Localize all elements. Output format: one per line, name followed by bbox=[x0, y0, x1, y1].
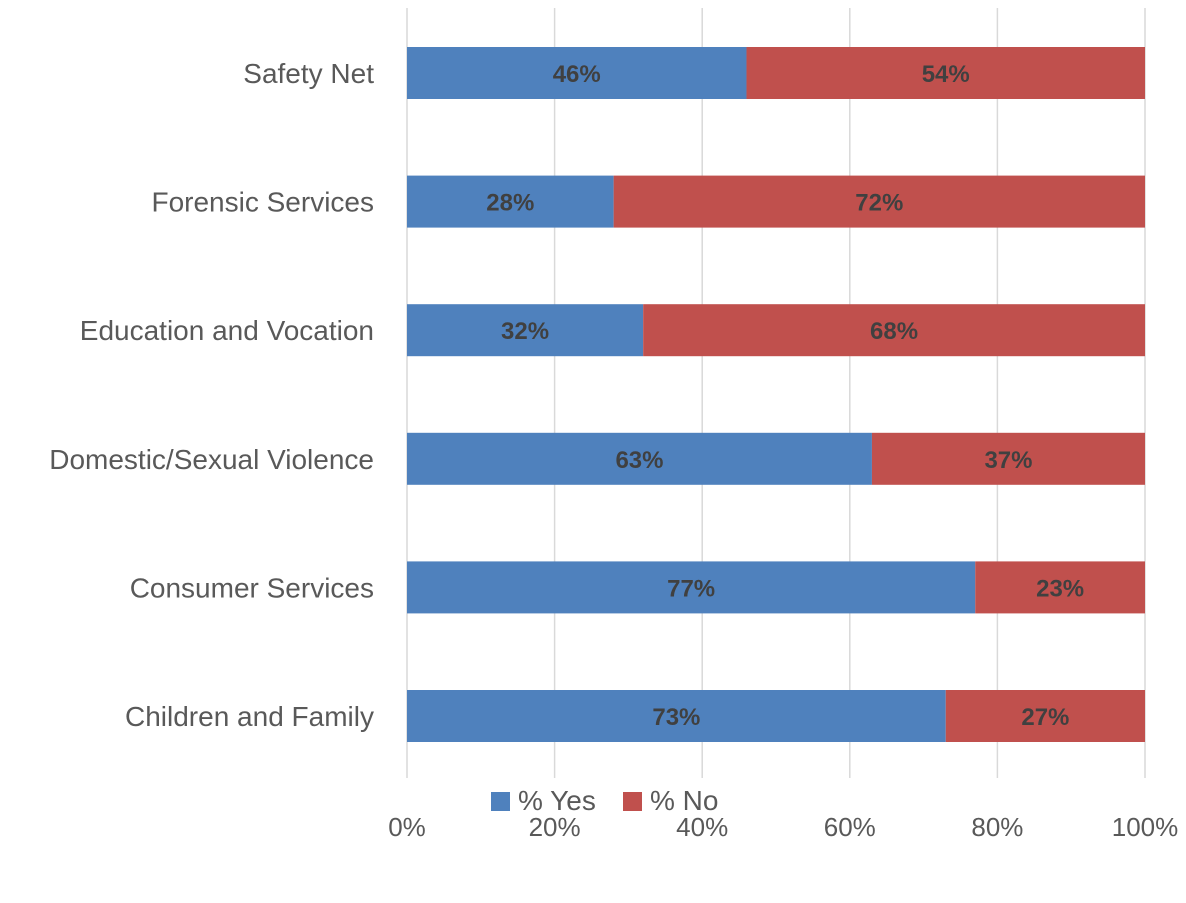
bar-segment bbox=[407, 304, 644, 357]
bar-segment bbox=[871, 432, 1145, 485]
data-label: 63% bbox=[615, 447, 663, 474]
data-label: 32% bbox=[501, 318, 549, 345]
data-label: 28% bbox=[486, 190, 534, 217]
x-tick-label: 40% bbox=[676, 812, 728, 842]
bar-segment bbox=[407, 47, 747, 99]
data-label: 77% bbox=[667, 575, 715, 602]
x-tick-label: 100% bbox=[1112, 812, 1179, 842]
bar-segment bbox=[407, 432, 872, 485]
bar-segment bbox=[407, 175, 614, 228]
bar-segment bbox=[746, 47, 1145, 99]
x-tick-label: 60% bbox=[824, 812, 876, 842]
data-label: 23% bbox=[1036, 575, 1084, 602]
data-label: 46% bbox=[553, 61, 601, 88]
data-labels: 46% 54% 28% 72% 32% 68% 63% 37% 77% 23% 73% 27% bbox=[486, 61, 1084, 731]
data-label: 73% bbox=[652, 704, 700, 731]
bar-segment bbox=[643, 304, 1145, 357]
x-tick-label: 80% bbox=[971, 812, 1023, 842]
bar-segment bbox=[975, 561, 1145, 614]
y-category-label: Safety Net bbox=[243, 58, 374, 89]
y-axis: Safety Net Forensic Services Education and… bbox=[49, 58, 374, 732]
y-category-label: Education and Vocation bbox=[80, 315, 374, 346]
legend-swatch bbox=[623, 792, 642, 811]
y-category-label: Forensic Services bbox=[151, 187, 374, 218]
data-label: 54% bbox=[922, 61, 970, 88]
x-tick-label: 0% bbox=[388, 812, 426, 842]
bars bbox=[407, 47, 1145, 742]
data-label: 68% bbox=[870, 318, 918, 345]
y-category-label: Children and Family bbox=[125, 701, 374, 732]
legend-label: % Yes bbox=[518, 785, 596, 816]
legend: % Yes % No bbox=[491, 785, 718, 816]
bar-segment bbox=[407, 561, 976, 614]
data-label: 27% bbox=[1021, 704, 1069, 731]
data-label: 37% bbox=[984, 447, 1032, 474]
gridlines bbox=[406, 8, 1146, 778]
data-label: 72% bbox=[855, 190, 903, 217]
bar-segment bbox=[613, 175, 1145, 228]
legend-swatch bbox=[491, 792, 510, 811]
bar-segment bbox=[407, 690, 946, 742]
y-category-label: Consumer Services bbox=[130, 572, 374, 603]
legend-label: % No bbox=[650, 785, 718, 816]
bar-segment bbox=[945, 690, 1145, 742]
x-axis: 0% 20% 40% 60% 80% 100% bbox=[388, 812, 1178, 842]
x-tick-label: 20% bbox=[529, 812, 581, 842]
y-category-label: Domestic/Sexual Violence bbox=[49, 444, 374, 475]
